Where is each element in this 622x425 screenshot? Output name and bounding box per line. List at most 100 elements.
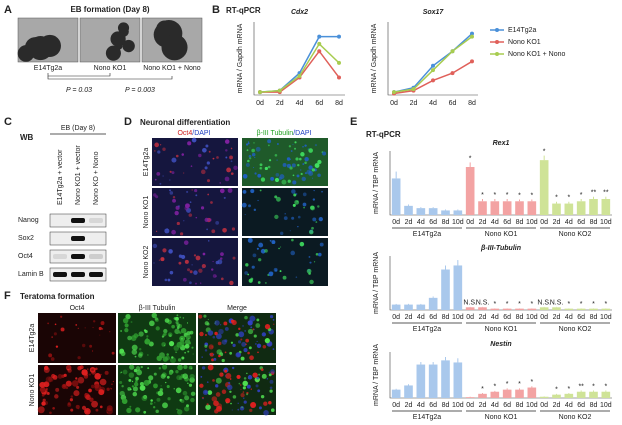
significance: N.S. — [476, 300, 490, 307]
speckle — [259, 166, 263, 170]
speckle — [39, 386, 46, 393]
speckle — [192, 353, 194, 355]
speckle — [322, 151, 327, 156]
significance: * — [580, 301, 583, 308]
speckle — [225, 156, 228, 159]
speckle — [238, 382, 241, 385]
speckle — [295, 157, 299, 161]
bar — [601, 391, 611, 398]
speckle — [204, 321, 209, 326]
speckle — [181, 337, 183, 340]
x-tick-label: 4d — [565, 219, 573, 226]
speckle — [157, 150, 161, 154]
point — [277, 88, 282, 93]
speckle — [291, 163, 296, 168]
x-tick-label: 0d — [392, 314, 400, 321]
speckle — [135, 407, 141, 413]
significance: * — [543, 148, 546, 155]
speckle — [67, 402, 71, 406]
group-label: E14Tg2a — [413, 414, 442, 421]
significance: * — [604, 383, 607, 390]
speckle — [280, 231, 284, 236]
x-tick-label: 8d — [442, 314, 450, 321]
speckle — [84, 407, 91, 415]
speckle — [143, 329, 147, 332]
speckle — [174, 316, 179, 321]
speckle — [188, 213, 193, 217]
speckle — [135, 380, 138, 383]
legend-label: Nono KO1 + Nono — [508, 51, 566, 58]
speckle — [70, 395, 74, 398]
y-axis-label: mRNA / Gapdh mRNA — [237, 23, 244, 93]
speckle — [302, 146, 304, 148]
speckle — [247, 142, 250, 145]
speckle — [77, 376, 85, 384]
speckle — [161, 335, 165, 338]
bar — [490, 308, 500, 310]
point — [317, 34, 322, 39]
speckle — [247, 273, 250, 276]
bar — [391, 178, 401, 215]
speckle — [240, 388, 242, 390]
speckle — [176, 323, 181, 328]
p-value: P = 0.003 — [125, 87, 155, 94]
speckle — [155, 230, 158, 233]
speckle — [140, 365, 143, 369]
x-tick-label: 2d — [276, 100, 284, 107]
x-tick-label: 2d — [405, 219, 413, 226]
embryoid-body — [122, 39, 135, 53]
speckle — [129, 364, 135, 370]
speckle — [220, 257, 223, 260]
speckle — [289, 230, 291, 232]
bar — [601, 199, 611, 215]
speckle — [168, 371, 173, 375]
axes — [387, 22, 478, 96]
speckle — [50, 357, 55, 361]
panel-title: WB — [20, 133, 34, 142]
speckle — [162, 402, 168, 409]
speckle — [202, 267, 204, 269]
speckle — [166, 385, 170, 389]
speckle — [77, 356, 81, 360]
speckle — [169, 270, 174, 275]
speckle — [199, 331, 204, 337]
speckle — [292, 203, 296, 207]
protein-label: Lamin B — [18, 271, 44, 278]
panel-title: Teratoma formation — [20, 292, 95, 301]
speckle — [287, 179, 291, 183]
x-tick-label: 2d — [410, 100, 418, 107]
speckle — [202, 252, 206, 256]
speckle — [247, 328, 254, 335]
speckle — [112, 380, 114, 383]
speckle — [232, 395, 237, 399]
speckle — [242, 386, 246, 390]
protein-label: Oct4 — [18, 253, 33, 260]
micrograph — [198, 365, 276, 415]
speckle — [294, 199, 300, 205]
speckle — [184, 206, 189, 211]
x-tick-label: 4d — [417, 219, 425, 226]
speckle — [136, 369, 143, 376]
point — [431, 68, 435, 73]
speckle — [175, 351, 177, 353]
speckle — [242, 391, 245, 393]
speckle — [213, 400, 219, 407]
speckle — [183, 364, 188, 370]
band — [71, 236, 85, 241]
speckle — [93, 369, 96, 372]
speckle — [313, 261, 316, 263]
p-value: P = 0.03 — [66, 87, 92, 94]
speckle — [264, 338, 270, 344]
bar — [527, 387, 537, 398]
bar — [441, 269, 450, 310]
speckle — [176, 409, 183, 415]
band — [71, 218, 85, 223]
speckle — [311, 168, 315, 172]
protein-label: Sox2 — [18, 235, 34, 242]
speckle — [260, 394, 265, 399]
speckle — [195, 255, 201, 261]
speckle — [239, 406, 245, 411]
speckle — [246, 393, 249, 396]
bar — [539, 160, 549, 215]
speckle — [252, 253, 257, 258]
